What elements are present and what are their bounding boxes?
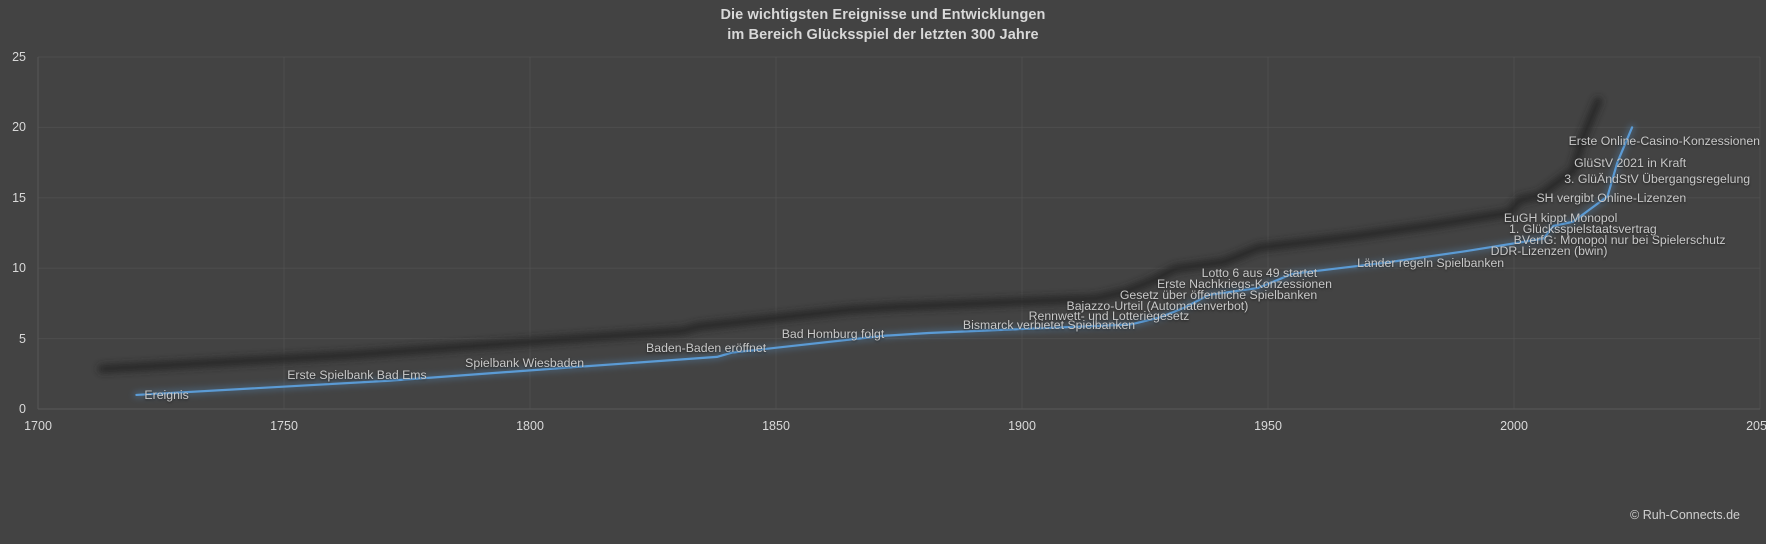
annotation-label: Gesetz über öffentliche Spielbanken [1119, 287, 1318, 302]
plot-area: 0 5 10 15 20 25 1700 1750 1800 1850 1900 1950 2000 2… [12, 50, 1766, 433]
copyright-label: © Ruh-Connects.de [1630, 508, 1740, 522]
y-axis-tick-0: 0 [19, 402, 26, 416]
y-axis-tick-15: 15 [12, 190, 26, 205]
annotation-label: Baden-Baden eröffnet [646, 341, 767, 356]
x-axis-tick-2000: 2000 [1500, 419, 1528, 433]
x-axis-tick-1850: 1850 [762, 419, 790, 433]
annotation-label: Erste Spielbank Bad Ems [287, 367, 427, 382]
annotation-label: Spielbank Wiesbaden [465, 356, 585, 371]
annotation-label: Erste Online-Casino-Konzessionen [1568, 134, 1760, 149]
x-axis-tick-1900: 1900 [1008, 419, 1036, 433]
y-axis-tick-20: 20 [12, 120, 26, 135]
annotation-label: 1. Glücksspielstaatsvertrag [1509, 221, 1657, 236]
title-line-1: Die wichtigsten Ereignisse und Entwicklu… [720, 7, 1046, 23]
series-line-ereignis[interactable] [135, 126, 1634, 397]
annotation-label: Länder regeln Spielbanken [1357, 255, 1505, 270]
x-axis-tick-2050: 2050 [1746, 419, 1766, 433]
title-line-2: im Bereich Glücksspiel der letzten 300 J… [727, 27, 1039, 43]
x-axis-tick-1750: 1750 [270, 419, 298, 433]
annotation-label: GlüStV 2021 in Kraft [1574, 155, 1687, 170]
annotation-label: Ereignis [144, 387, 189, 402]
annotation-label: SH vergibt Online-Lizenzen [1536, 190, 1687, 205]
x-axis-tick-1700: 1700 [24, 419, 52, 433]
grid-lines [37, 56, 1761, 410]
annotation-label: Lotto 6 aus 49 startet [1201, 266, 1318, 281]
annotation-label: EuGH kippt Monopol [1503, 210, 1618, 225]
annotation-label: Erste Nachkriegs-Konzessionen [1156, 276, 1332, 291]
annotation-label: 3. GlüÄndStV Übergangsregelung [1564, 172, 1751, 187]
annotation-label: DDR-Lizenzen (bwin) [1490, 244, 1608, 259]
annotation-label: BVerfG: Monopol nur bei Spielerschutz [1513, 233, 1726, 248]
y-axis-tick-25: 25 [12, 50, 26, 64]
y-axis-tick-10: 10 [12, 261, 26, 276]
annotation-label: Bad Homburg folgt [781, 327, 885, 342]
page-title: Die wichtigsten Ereignisse und Entwicklu… [0, 5, 1766, 45]
series-shadow [97, 96, 1603, 374]
y-axis-tick-5: 5 [19, 331, 26, 346]
annotation-label: Bismarck verbietet Spielbanken [962, 317, 1136, 332]
plot-svg [37, 56, 1761, 410]
annotation-label: Rennwett- und Lotteriegesetz [1028, 309, 1190, 324]
x-axis-tick-1950: 1950 [1254, 419, 1282, 433]
x-axis-tick-1800: 1800 [516, 419, 544, 433]
annotation-label: Bajazzo-Urteil (Automatenverbot) [1066, 299, 1249, 314]
